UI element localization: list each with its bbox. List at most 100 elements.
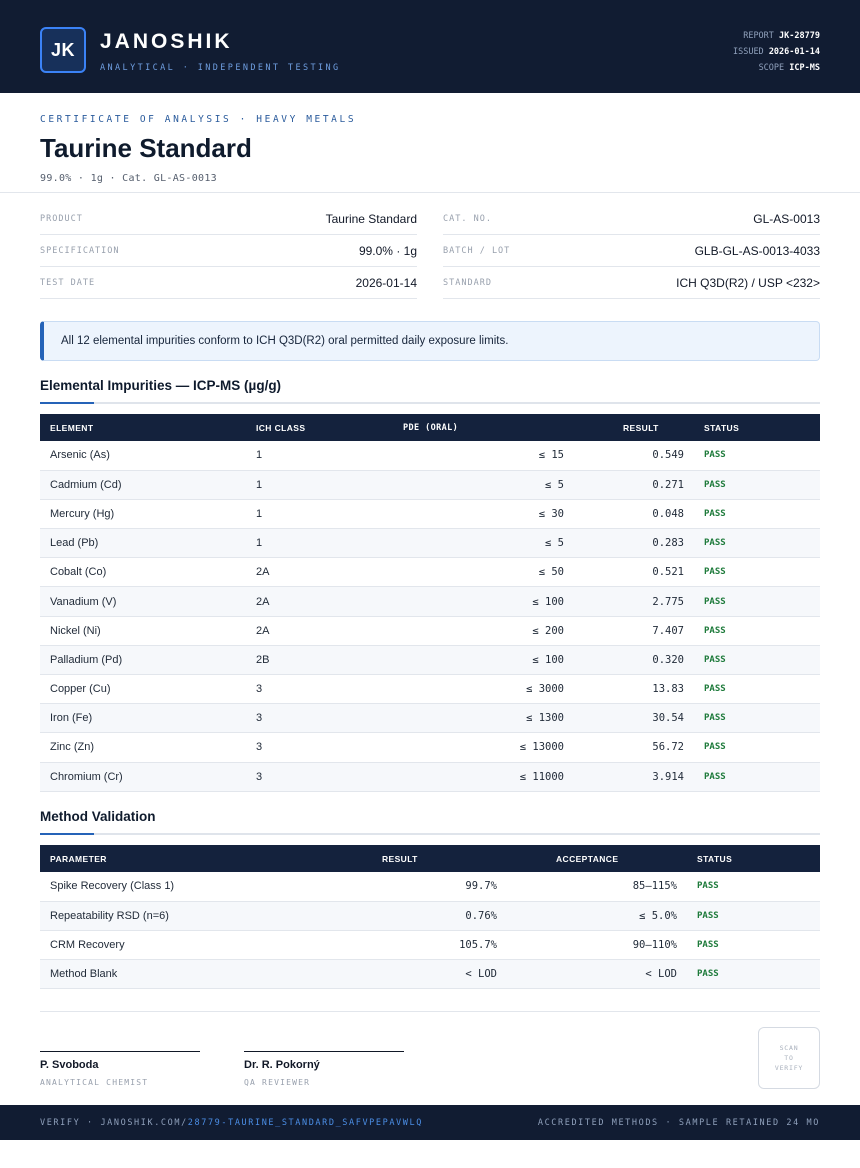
- class-cell: 2A: [246, 586, 356, 617]
- result-cell: 2.775: [574, 586, 694, 617]
- info-value: 99.0% · 1g: [358, 243, 417, 258]
- result-cell: 0.521: [574, 557, 694, 588]
- table-row: Vanadium (V) 2A ≤ 100 2.775 PASS: [40, 586, 820, 617]
- verify-link[interactable]: VERIFY · JANOSHIK.COM/28779-TAURINE_STAN…: [40, 1118, 423, 1128]
- element-cell: Vanadium (V): [40, 586, 246, 617]
- verify-prefix: VERIFY · JANOSHIK.COM/: [40, 1118, 188, 1128]
- class-cell: 3: [246, 732, 356, 763]
- element-cell: Arsenic (As): [40, 441, 246, 471]
- scope-line: SCOPE ICP-MS: [758, 63, 820, 73]
- pde-cell: ≤ 15: [356, 441, 574, 471]
- status-badge: PASS: [694, 762, 820, 792]
- result-cell: 0.283: [574, 528, 694, 559]
- info-row-specification: SPECIFICATION 99.0% · 1g: [40, 235, 417, 267]
- divider: [40, 1011, 820, 1012]
- column-header: RESULT: [623, 422, 659, 433]
- signatory-role: ANALYTICAL CHEMIST: [40, 1078, 149, 1087]
- pde-cell: ≤ 30: [356, 499, 574, 530]
- element-cell: Copper (Cu): [40, 674, 246, 705]
- table-header-row: PARAMETER RESULT ACCEPTANCE STATUS: [40, 845, 820, 872]
- element-cell: Cobalt (Co): [40, 557, 246, 588]
- signature-reviewer: Dr. R. Pokorný QA REVIEWER: [244, 1051, 404, 1087]
- footer-note: ACCREDITED METHODS · SAMPLE RETAINED 24 …: [537, 1118, 820, 1128]
- class-cell: 3: [246, 703, 356, 734]
- class-cell: 2A: [246, 557, 356, 588]
- column-header: ELEMENT: [50, 422, 94, 433]
- report-id-line: REPORT JK-28779: [743, 31, 820, 41]
- info-row-product: PRODUCT Taurine Standard: [40, 203, 417, 235]
- info-label: PRODUCT: [40, 213, 83, 224]
- status-badge: PASS: [694, 441, 820, 471]
- acceptance-cell: 85–115%: [507, 872, 687, 902]
- info-label: CAT. NO.: [443, 213, 492, 224]
- table-row: Repeatability RSD (n=6) 0.76% ≤ 5.0% PASS: [40, 901, 820, 931]
- status-badge: PASS: [687, 959, 820, 990]
- signatory-name: P. Svoboda: [40, 1059, 99, 1071]
- parameter-cell: Spike Recovery (Class 1): [40, 872, 340, 902]
- result-cell: 0.549: [574, 441, 694, 471]
- element-cell: Zinc (Zn): [40, 732, 246, 763]
- table-row: Cadmium (Cd) 1 ≤ 5 0.271 PASS: [40, 470, 820, 500]
- status-badge: PASS: [694, 586, 820, 617]
- element-cell: Nickel (Ni): [40, 616, 246, 646]
- signatory-name: Dr. R. Pokorný: [244, 1059, 320, 1071]
- report-meta: REPORT JK-28779 ISSUED 2026-01-14 SCOPE …: [733, 28, 820, 76]
- info-label: SPECIFICATION: [40, 245, 120, 256]
- result-cell: 56.72: [574, 732, 694, 763]
- element-cell: Palladium (Pd): [40, 645, 246, 676]
- info-value: ICH Q3D(R2) / USP <232>: [676, 275, 820, 290]
- acceptance-cell: 90–110%: [507, 930, 687, 961]
- document-eyebrow: CERTIFICATE OF ANALYSIS · HEAVY METALS: [40, 114, 357, 125]
- signature-line: [40, 1051, 200, 1052]
- pde-cell: ≤ 5: [356, 470, 574, 500]
- status-badge: PASS: [694, 499, 820, 530]
- parameter-cell: Repeatability RSD (n=6): [40, 901, 340, 931]
- report-footer: VERIFY · JANOSHIK.COM/28779-TAURINE_STAN…: [0, 1105, 860, 1140]
- table-row: Spike Recovery (Class 1) 99.7% 85–115% PASS: [40, 872, 820, 902]
- acceptance-cell: ≤ 5.0%: [507, 901, 687, 931]
- element-cell: Mercury (Hg): [40, 499, 246, 530]
- pde-cell: ≤ 50: [356, 557, 574, 588]
- status-badge: PASS: [694, 616, 820, 646]
- signature-analyst: P. Svoboda ANALYTICAL CHEMIST: [40, 1051, 200, 1087]
- table-row: Chromium (Cr) 3 ≤ 11000 3.914 PASS: [40, 762, 820, 792]
- pde-cell: ≤ 100: [356, 586, 574, 617]
- section-divider: [40, 402, 820, 404]
- table-row: Method Blank < LOD < LOD PASS: [40, 959, 820, 990]
- column-header: STATUS: [704, 422, 740, 433]
- report-header: JK JANOSHIK ANALYTICAL · INDEPENDENT TES…: [0, 0, 860, 93]
- pde-cell: ≤ 200: [356, 616, 574, 646]
- column-header: RESULT: [382, 853, 418, 864]
- status-badge: PASS: [694, 732, 820, 763]
- info-row-batch-lot: BATCH / LOT GLB-GL-AS-0013-4033: [443, 235, 820, 267]
- verify-path[interactable]: 28779-TAURINE_STANDARD_SAFVPEPAVWLQ: [187, 1118, 423, 1128]
- status-badge: PASS: [694, 528, 820, 559]
- conformance-notice: All 12 elemental impurities conform to I…: [40, 321, 820, 361]
- brand-name: JANOSHIK: [100, 30, 233, 53]
- result-cell: 0.271: [574, 470, 694, 500]
- info-row-cat-no: CAT. NO. GL-AS-0013: [443, 203, 820, 235]
- signature-line: [244, 1051, 404, 1052]
- column-header: PARAMETER: [50, 853, 107, 864]
- divider: [0, 192, 860, 193]
- brand-tagline: ANALYTICAL · INDEPENDENT TESTING: [100, 63, 341, 73]
- pde-cell: ≤ 100: [356, 645, 574, 676]
- class-cell: 3: [246, 762, 356, 792]
- verify-qr-placeholder[interactable]: SCAN TO VERIFY: [758, 1027, 820, 1089]
- result-cell: < LOD: [340, 959, 507, 990]
- impurities-section-title: Elemental Impurities — ICP-MS (µg/g): [40, 378, 282, 393]
- section-divider: [40, 833, 820, 835]
- table-row: Zinc (Zn) 3 ≤ 13000 56.72 PASS: [40, 732, 820, 763]
- result-cell: 7.407: [574, 616, 694, 646]
- class-cell: 1: [246, 499, 356, 530]
- info-column-right: CAT. NO. GL-AS-0013 BATCH / LOT GLB-GL-A…: [443, 203, 820, 299]
- result-cell: 0.76%: [340, 901, 507, 931]
- info-value: GL-AS-0013: [753, 211, 820, 226]
- page-subtitle: 99.0% · 1g · Cat. GL-AS-0013: [40, 173, 217, 184]
- acceptance-cell: < LOD: [507, 959, 687, 990]
- class-cell: 1: [246, 528, 356, 559]
- info-row-standard: STANDARD ICH Q3D(R2) / USP <232>: [443, 267, 820, 299]
- table-row: Lead (Pb) 1 ≤ 5 0.283 PASS: [40, 528, 820, 559]
- status-badge: PASS: [694, 470, 820, 500]
- class-cell: 1: [246, 441, 356, 471]
